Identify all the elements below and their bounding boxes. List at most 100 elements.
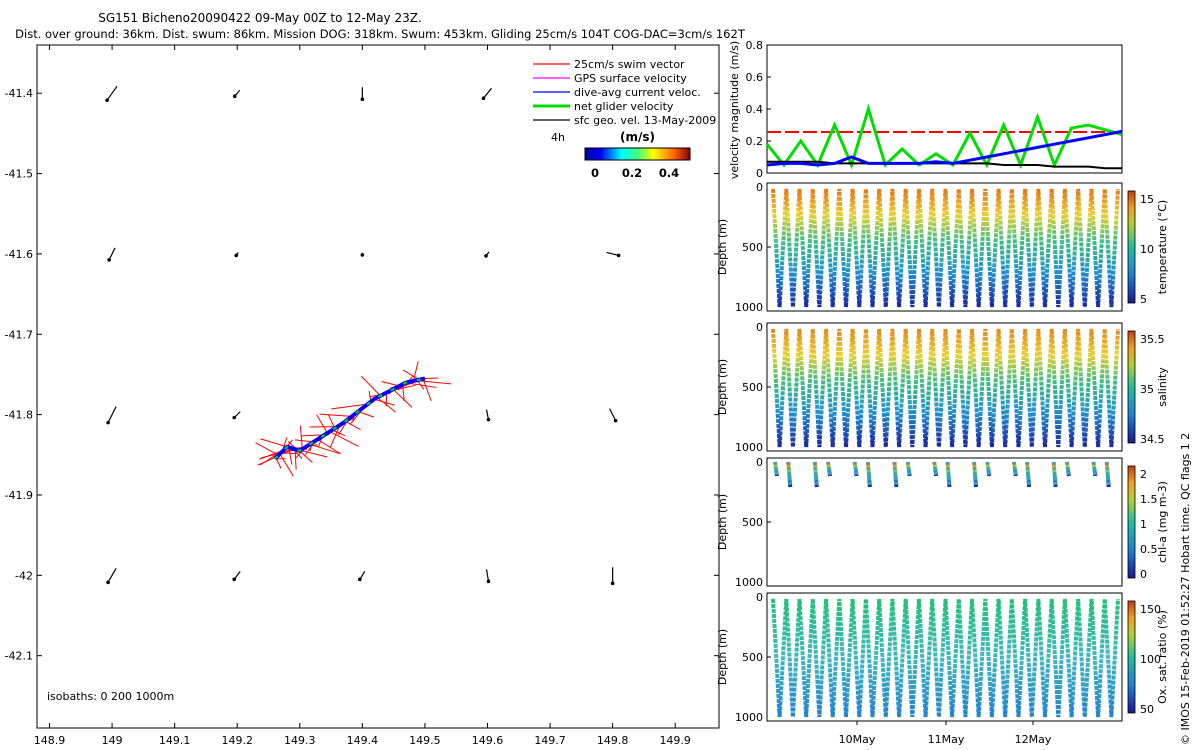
map-y-tick-label: -42.1 bbox=[5, 650, 33, 663]
legend-label: GPS surface velocity bbox=[574, 72, 687, 85]
map-x-tick-label: 149.6 bbox=[472, 734, 504, 747]
velocity-y-tick-label: 0.2 bbox=[746, 135, 764, 148]
swim-vector bbox=[279, 453, 294, 477]
depth-y-tick-label: 0 bbox=[756, 591, 763, 604]
depth-ylabel: Depth (m) bbox=[716, 219, 729, 275]
time-tick-label: 11May bbox=[928, 733, 965, 746]
depth-colorbar-tick: 34.5 bbox=[1140, 433, 1165, 446]
chl-profile-dots bbox=[1105, 461, 1111, 488]
depth-y-tick-label: 500 bbox=[742, 381, 763, 394]
geostrophic-arrow-head bbox=[106, 580, 110, 585]
geostrophic-arrow-head bbox=[610, 581, 615, 586]
geostrophic-arrow bbox=[609, 408, 617, 421]
depth-y-tick-label: 500 bbox=[742, 241, 763, 254]
depth-y-tick-label: 1000 bbox=[735, 301, 763, 314]
surface-geostrophic-arrows bbox=[105, 85, 621, 586]
map-panel: 148.9 149 149.1 149.2 149.3 149.4 149.5 149.6 14… bbox=[5, 44, 720, 747]
isobaths-label: isobaths: 0 200 1000m bbox=[47, 690, 174, 703]
depth-y-tick-label: 0 bbox=[756, 321, 763, 334]
depth-y-tick-label: 1000 bbox=[735, 441, 763, 454]
map-frame bbox=[36, 44, 720, 729]
depth-colorbar-tick: 2 bbox=[1140, 468, 1147, 481]
swim-vector bbox=[294, 449, 297, 470]
swim-vector bbox=[373, 398, 395, 406]
geostrophic-arrow-head bbox=[232, 94, 237, 99]
swim-vector bbox=[329, 431, 359, 447]
chl-profile-dots bbox=[1012, 461, 1018, 477]
figure-title: SG151 Bicheno20090422 09-May 00Z to 12-M… bbox=[98, 11, 422, 25]
geostrophic-arrow-head bbox=[232, 577, 237, 582]
chl-profile-dots bbox=[866, 461, 872, 488]
time-tick-label: 10May bbox=[839, 733, 876, 746]
legend-label: 25cm/s swim vector bbox=[574, 58, 685, 71]
time-label: 4h bbox=[551, 131, 565, 144]
swim-vector bbox=[330, 424, 341, 448]
map-x-tick-label: 149.1 bbox=[159, 734, 191, 747]
depth-colorbar bbox=[1127, 465, 1136, 579]
map-x-tick-label: 149.9 bbox=[659, 734, 691, 747]
speed-colorbar bbox=[584, 147, 691, 161]
chl-profile-dots bbox=[946, 461, 951, 488]
velocity-y-tick-label: 0.6 bbox=[746, 71, 764, 84]
velocity-panel: 0 0.2 0.4 0.6 0.8 velocity magnitude (m/s) bbox=[728, 39, 1123, 180]
map-y-tick-label: -41.9 bbox=[5, 489, 33, 502]
depth-y-tick-label: 0 bbox=[756, 181, 763, 194]
map-y-tick-label: -42 bbox=[15, 569, 33, 582]
swim-vector bbox=[402, 369, 420, 381]
swim-vector bbox=[327, 414, 336, 429]
geostrophic-arrow-head bbox=[484, 254, 488, 258]
depth-colorbar-tick: 0.5 bbox=[1140, 543, 1158, 556]
map-x-tick-label: 149.4 bbox=[347, 734, 379, 747]
net-velocity-series bbox=[765, 103, 1123, 170]
swim-vector bbox=[299, 425, 303, 450]
geostrophic-arrow-head bbox=[481, 96, 486, 101]
depth-colorbar-tick: 35.5 bbox=[1140, 333, 1165, 346]
depth-colorbar-tick: 50 bbox=[1140, 703, 1154, 716]
legend-label: net glider velocity bbox=[574, 100, 674, 113]
swim-vector bbox=[392, 388, 413, 408]
geostrophic-arrow bbox=[106, 85, 118, 101]
geostrophic-arrow-head bbox=[486, 417, 491, 422]
geostrophic-arrow-head bbox=[358, 577, 362, 582]
geostrophic-arrow bbox=[485, 569, 490, 582]
chl-profile-dots bbox=[813, 461, 819, 488]
map-x-tick-label: 149.5 bbox=[409, 734, 441, 747]
depth-panel-frame bbox=[766, 457, 1123, 587]
chl-profile-dots bbox=[1065, 461, 1071, 477]
map-y-tick-label: -41.8 bbox=[5, 409, 33, 422]
footer-credit: © IMOS 15-Feb-2019 01:52:27 Hobart time.… bbox=[1179, 433, 1192, 745]
depth-ylabel: Depth (m) bbox=[716, 629, 729, 685]
depth-colorbar-tick: 100 bbox=[1140, 653, 1161, 666]
chl-profile-dots bbox=[1091, 461, 1097, 477]
swim-vector bbox=[260, 438, 291, 449]
map-x-ticks: 148.9 149 149.1 149.2 149.3 149.4 149.5 149.6 14… bbox=[34, 45, 691, 747]
map-y-tick-label: -41.7 bbox=[5, 328, 33, 341]
depth-colorbar-tick: 1.5 bbox=[1140, 493, 1158, 506]
chl-profile-dots bbox=[892, 461, 898, 488]
swim-vector bbox=[345, 420, 361, 431]
depth-colorbar-tick: 10 bbox=[1140, 243, 1154, 256]
chl-profile-dots bbox=[786, 461, 792, 488]
swim-vector bbox=[309, 443, 341, 455]
depth-colorbar bbox=[1127, 330, 1136, 444]
chl-profile-dots bbox=[1052, 461, 1058, 488]
velocity-ylabel: velocity magnitude (m/s) bbox=[728, 41, 741, 179]
chl-profile-dots bbox=[906, 461, 912, 477]
dive-avg-current-series bbox=[766, 129, 1123, 167]
map-x-tick-label: 149.7 bbox=[534, 734, 566, 747]
velocity-frame bbox=[766, 44, 1123, 174]
depth-y-tick-label: 0 bbox=[756, 456, 763, 469]
depth-colorbar-tick: 0 bbox=[1140, 568, 1147, 581]
chl-profile-dots bbox=[932, 461, 938, 477]
geostrophic-arrow-head bbox=[106, 420, 110, 425]
geostrophic-arrow-head bbox=[616, 253, 621, 258]
depth-colorbar-label: temperature (°C) bbox=[1156, 200, 1169, 294]
map-x-tick-label: 149 bbox=[102, 734, 123, 747]
swim-vector bbox=[319, 413, 352, 417]
depth-ylabel: Depth (m) bbox=[716, 359, 729, 415]
geostrophic-arrow-head bbox=[486, 579, 491, 584]
speed-colorbar-tick: 0.4 bbox=[659, 166, 679, 180]
geostrophic-arrow-head bbox=[613, 418, 618, 423]
